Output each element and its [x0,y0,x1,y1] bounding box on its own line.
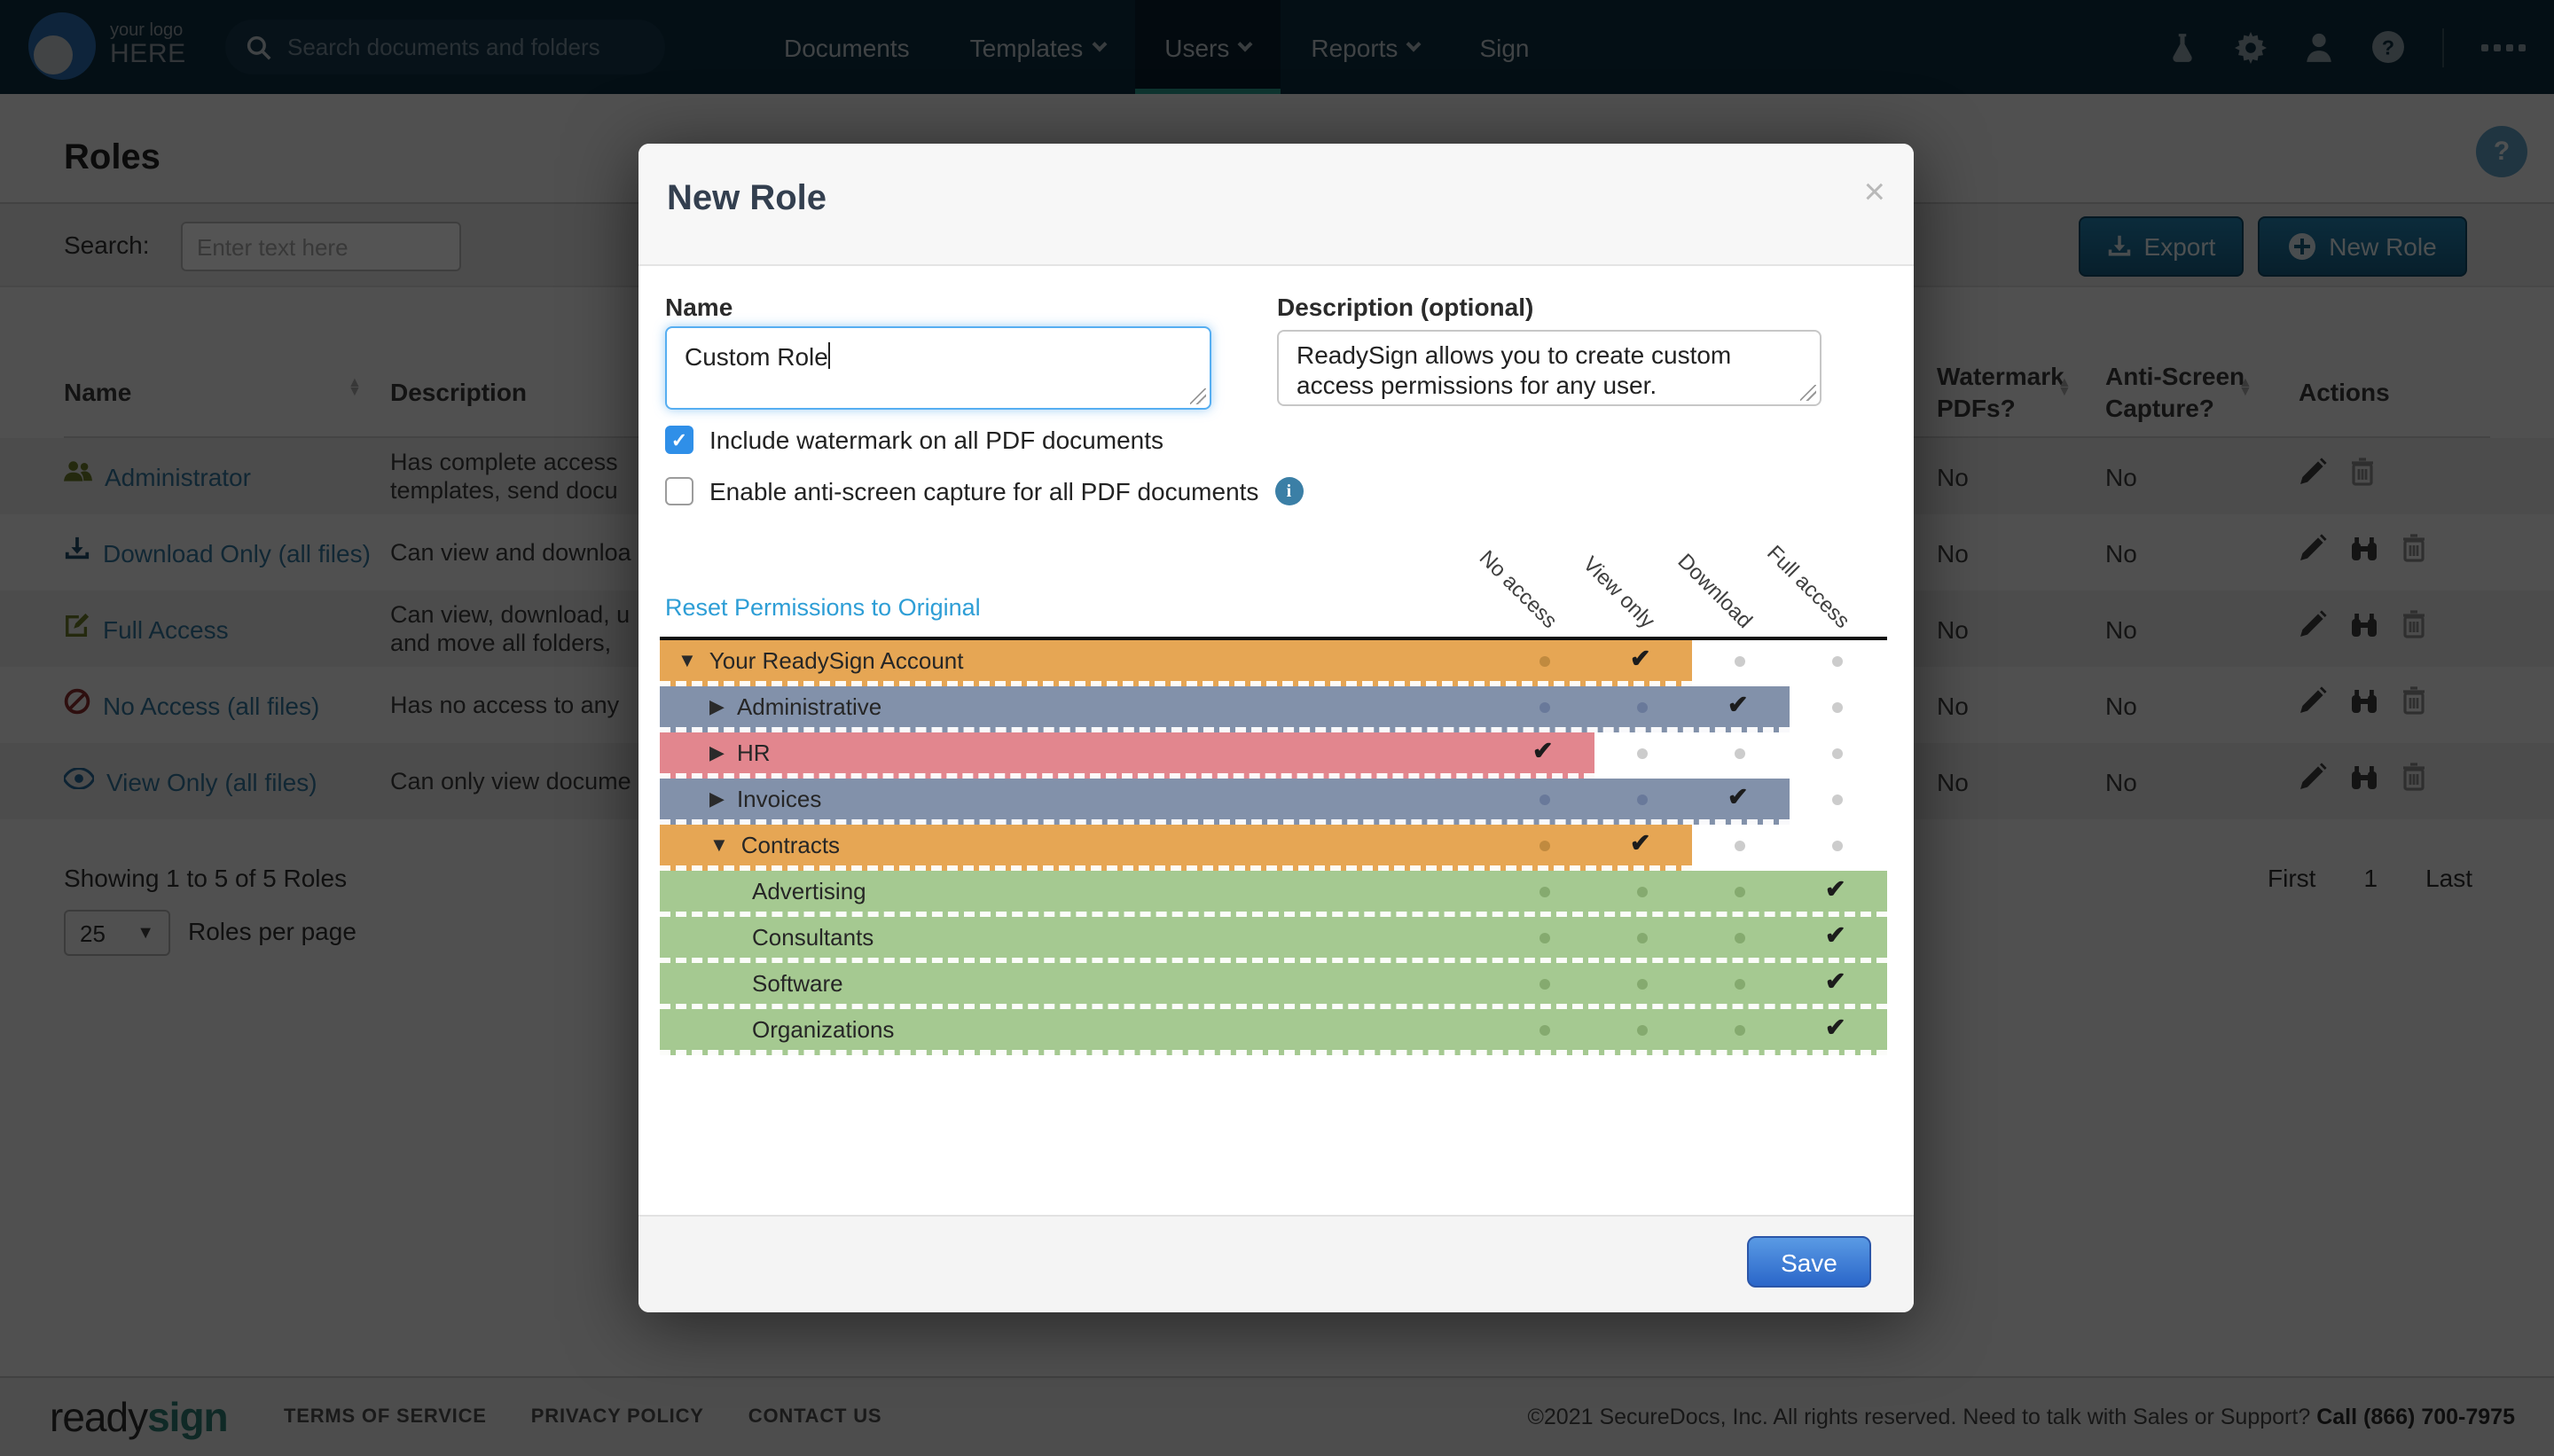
permission-dot[interactable] [1539,795,1550,805]
permission-column-headers: No access View only Download Full access [660,498,1887,637]
perm-row-advertising[interactable]: Advertising ✔ [660,871,1887,917]
perm-row-software[interactable]: Software ✔ [660,963,1887,1009]
permission-dot[interactable] [1637,795,1648,805]
resize-grip[interactable] [1800,385,1816,401]
antiscreen-checkbox-row: Enable anti-screen capture for all PDF d… [665,475,1304,507]
perm-row-contracts[interactable]: ▼ Contracts ✔ [660,825,1887,871]
info-icon[interactable]: i [1274,477,1304,505]
expand-arrow-icon[interactable]: ▶ [709,697,725,718]
perm-row-invoices[interactable]: ▶ Invoices ✔ [660,779,1887,825]
description-label: Description (optional) [1277,293,1534,321]
perm-row-your-readysign-account[interactable]: ▼ Your ReadySign Account ✔ [660,640,1887,686]
expand-arrow-icon[interactable]: ▶ [709,789,725,810]
permission-check[interactable]: ✔ [1727,782,1749,810]
permission-dot[interactable] [1735,979,1745,990]
close-icon[interactable]: × [1863,172,1885,213]
permission-check[interactable]: ✔ [1825,967,1846,995]
new-role-modal: New Role × Name Custom Role Description … [638,144,1914,1312]
perm-column-header: No access [1474,544,1563,633]
permission-dot[interactable] [1735,841,1745,851]
permission-dot[interactable] [1832,795,1843,805]
save-button[interactable]: Save [1747,1236,1871,1288]
perm-row-consultants[interactable]: Consultants ✔ [660,917,1887,963]
permission-check[interactable]: ✔ [1825,874,1846,903]
permission-dot[interactable] [1637,702,1648,713]
permission-dot[interactable] [1539,979,1550,990]
permission-dot[interactable] [1832,702,1843,713]
reset-permissions-link[interactable]: Reset Permissions to Original [665,594,981,621]
permission-dot[interactable] [1539,656,1550,667]
permission-dot[interactable] [1539,887,1550,897]
name-field[interactable]: Custom Role [665,326,1211,410]
collapse-arrow-icon[interactable]: ▼ [678,650,697,671]
modal-footer: Save [638,1215,1914,1312]
resize-grip[interactable] [1190,388,1206,404]
permission-dot[interactable] [1637,979,1648,990]
permission-dot[interactable] [1832,656,1843,667]
permission-check[interactable]: ✔ [1630,644,1651,672]
perm-row-hr[interactable]: ▶ HR ✔ [660,732,1887,779]
permission-dot[interactable] [1637,748,1648,759]
antiscreen-checkbox-label: Enable anti-screen capture for all PDF d… [709,477,1259,505]
expand-arrow-icon[interactable]: ▶ [709,743,725,764]
name-label: Name [665,293,733,321]
permission-check[interactable]: ✔ [1727,690,1749,718]
permission-dot[interactable] [1735,748,1745,759]
modal-title: New Role [667,179,827,218]
watermark-checkbox-row: ✓ Include watermark on all PDF documents [665,424,1163,456]
permission-dot[interactable] [1637,933,1648,943]
permission-dot[interactable] [1637,1025,1648,1036]
modal-header: New Role × [638,144,1914,266]
permission-check[interactable]: ✔ [1532,736,1554,764]
watermark-checkbox[interactable]: ✓ [665,426,693,454]
perm-column-header: Full access [1762,540,1855,633]
permission-dot[interactable] [1539,1025,1550,1036]
permissions-tree: ▼ Your ReadySign Account ✔ ▶ Administrative ✔… [660,637,1887,1055]
perm-column-header: Download [1673,548,1758,633]
permission-check[interactable]: ✔ [1825,1013,1846,1041]
permission-dot[interactable] [1735,887,1745,897]
permission-dot[interactable] [1539,702,1550,713]
text-caret [827,342,831,369]
antiscreen-checkbox[interactable] [665,477,693,505]
collapse-arrow-icon[interactable]: ▼ [709,834,729,856]
permission-dot[interactable] [1539,933,1550,943]
permission-dot[interactable] [1832,748,1843,759]
permission-dot[interactable] [1637,887,1648,897]
watermark-checkbox-label: Include watermark on all PDF documents [709,426,1163,454]
perm-row-organizations[interactable]: Organizations ✔ [660,1009,1887,1055]
perm-column-header: View only [1578,551,1660,633]
permission-dot[interactable] [1735,656,1745,667]
description-field[interactable]: ReadySign allows you to create custom acc… [1277,330,1821,406]
permission-dot[interactable] [1735,933,1745,943]
perm-row-administrative[interactable]: ▶ Administrative ✔ [660,686,1887,732]
permission-dot[interactable] [1539,841,1550,851]
permission-dot[interactable] [1832,841,1843,851]
permission-check[interactable]: ✔ [1630,828,1651,857]
permission-check[interactable]: ✔ [1825,920,1846,949]
permission-dot[interactable] [1735,1025,1745,1036]
